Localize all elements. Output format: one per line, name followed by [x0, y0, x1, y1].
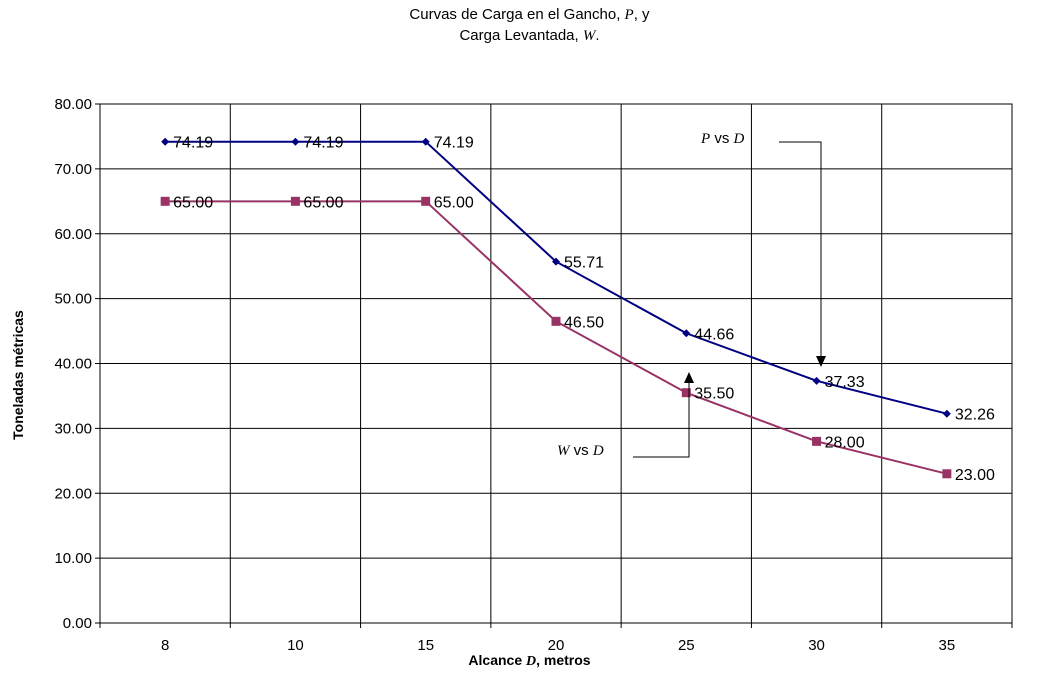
annotation-p-vs-d: P vs D: [701, 130, 745, 147]
data-point-p: [552, 257, 560, 266]
data-label-w: 46.50: [564, 314, 604, 331]
data-point-w: [160, 196, 170, 206]
series-line-w: [165, 200, 948, 475]
data-point-p: [682, 329, 691, 338]
data-point-p: [812, 376, 821, 385]
data-point-p: [291, 137, 300, 146]
data-point-w: [942, 469, 952, 479]
data-label-w: 28.00: [825, 434, 865, 451]
data-point-w: [812, 436, 822, 446]
y-axis-label: Toneladas métricas: [10, 310, 26, 440]
annotation-arrow-w-head: [684, 372, 694, 383]
annotation-w-vs-d: W vs D: [557, 442, 604, 459]
data-label-p: 37.33: [825, 374, 865, 391]
data-point-p: [942, 409, 951, 418]
x-tick-label: 25: [678, 637, 695, 654]
y-tick-label: 80.00: [54, 96, 92, 113]
y-tick-label: 50.00: [54, 291, 92, 308]
x-axis-label: Alcance D, metros: [468, 652, 591, 669]
data-label-p: 74.19: [303, 135, 343, 152]
x-tick-label: 15: [417, 637, 434, 654]
y-tick-label: 0.00: [63, 615, 92, 632]
data-label-w: 65.00: [173, 194, 213, 211]
x-tick-label: 8: [161, 637, 169, 654]
x-tick-label: 35: [939, 637, 956, 654]
data-label-w: 65.00: [434, 194, 474, 211]
annotation-arrow-w-line: [633, 383, 690, 458]
y-tick-label: 30.00: [54, 420, 92, 437]
data-point-p: [421, 137, 430, 146]
chart-title-line-1: Curvas de Carga en el Gancho, P, y: [409, 6, 650, 23]
y-tick-label: 60.00: [54, 226, 92, 243]
y-tick-label: 10.00: [54, 550, 92, 567]
annotation-arrow-p-head: [816, 356, 826, 367]
data-label-p: 32.26: [955, 407, 995, 424]
x-tick-label: 10: [287, 637, 304, 654]
y-tick-label: 40.00: [54, 356, 92, 373]
data-point-p: [161, 137, 170, 146]
annotation-arrow-p-line: [779, 141, 822, 356]
data-label-w: 65.00: [303, 194, 343, 211]
data-label-p: 55.71: [564, 255, 604, 272]
data-label-p: 74.19: [173, 135, 213, 152]
data-point-w: [290, 196, 300, 206]
data-label-w: 23.00: [955, 467, 995, 484]
data-point-w: [551, 316, 561, 326]
data-point-w: [421, 196, 431, 206]
data-label-p: 44.66: [694, 326, 734, 343]
data-label-w: 35.50: [694, 386, 734, 403]
chart-title-line-2: Carga Levantada, W.: [459, 27, 600, 44]
data-label-p: 74.19: [434, 135, 474, 152]
plot-area-frame: [99, 103, 1013, 624]
y-tick-label: 70.00: [54, 161, 92, 178]
data-point-w: [681, 388, 691, 398]
x-tick-label: 20: [548, 637, 565, 654]
y-tick-label: 20.00: [54, 485, 92, 502]
x-tick-label: 30: [808, 637, 825, 654]
